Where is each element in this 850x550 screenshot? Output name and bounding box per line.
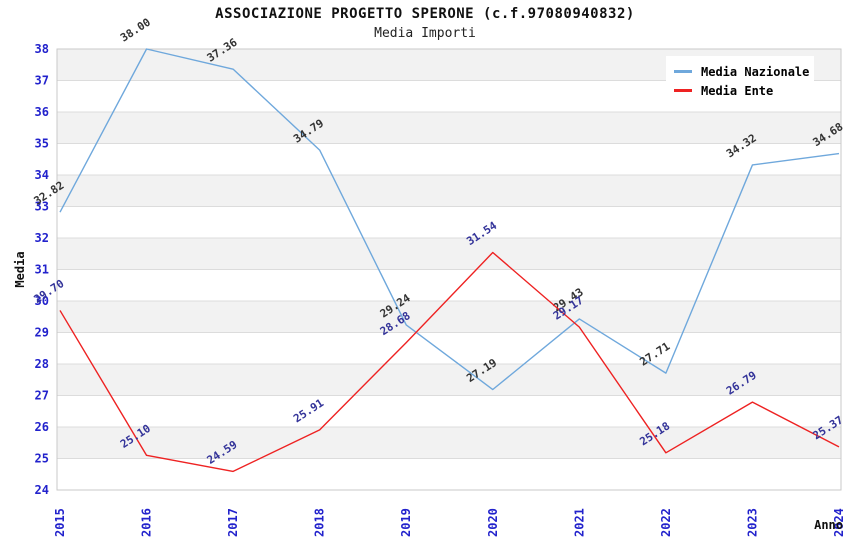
y-tick-label: 34 (35, 168, 49, 182)
legend-label-media-ente: Media Ente (701, 83, 774, 98)
plot-band (57, 206, 841, 238)
y-tick-label: 27 (35, 389, 49, 403)
x-tick-label: 2018 (313, 508, 327, 537)
y-tick-label: 37 (35, 74, 49, 88)
chart-title: ASSOCIAZIONE PROGETTO SPERONE (c.f.97080… (215, 6, 635, 22)
plot-band (57, 301, 841, 333)
y-tick-label: 31 (35, 263, 49, 277)
legend-label-media-nazionale: Media Nazionale (701, 64, 810, 79)
y-tick-label: 36 (35, 105, 49, 119)
plot-band (57, 175, 841, 207)
plot-band (57, 269, 841, 301)
y-tick-label: 33 (35, 200, 49, 214)
y-tick-label: 30 (35, 294, 49, 308)
chart-subtitle: Media Importi (374, 26, 476, 41)
x-tick-label: 2019 (399, 508, 413, 537)
plot-frame (56, 48, 842, 491)
plot-band (57, 238, 841, 270)
legend: Media Nazionale Media Ente (666, 56, 814, 106)
y-tick-label: 35 (35, 137, 49, 151)
plot-band (57, 395, 841, 427)
plot-band (57, 427, 841, 459)
plot-band (57, 332, 841, 364)
x-tick-label: 2023 (745, 508, 759, 537)
plot-band (57, 143, 841, 175)
media-nazionale-line-swatch-icon (674, 70, 692, 73)
x-tick-label: 2022 (659, 508, 673, 537)
x-tick-label: 2015 (53, 508, 67, 537)
series-line-media-ente[interactable] (59, 251, 840, 473)
media-ente-line-swatch-icon (674, 89, 692, 92)
y-tick-label: 38 (35, 42, 49, 56)
legend-item-media-nazionale[interactable]: Media Nazionale (674, 62, 810, 81)
x-tick-label: 2017 (226, 508, 240, 537)
x-tick-label: 2024 (832, 508, 846, 537)
plot-band (57, 364, 841, 396)
series-line-media-nazionale[interactable] (59, 48, 840, 391)
y-tick-label: 32 (35, 231, 49, 245)
x-axis-title: Anno (814, 518, 843, 532)
x-tick-label: 2016 (140, 508, 154, 537)
y-tick-label: 29 (35, 326, 49, 340)
legend-item-media-ente[interactable]: Media Ente (674, 81, 810, 100)
point-label: 38.00 (118, 16, 153, 45)
y-tick-label: 26 (35, 420, 49, 434)
plot-band (57, 112, 841, 144)
x-tick-label: 2021 (572, 508, 586, 537)
plot-band (57, 458, 841, 490)
y-tick-label: 25 (35, 452, 49, 466)
y-tick-label: 24 (35, 483, 49, 497)
y-axis-title: Media (13, 251, 27, 287)
x-tick-label: 2020 (486, 508, 500, 537)
y-tick-label: 28 (35, 357, 49, 371)
